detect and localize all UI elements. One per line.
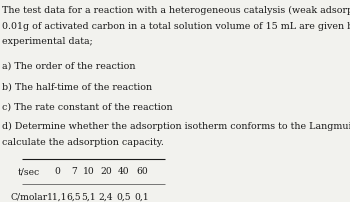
Text: 10: 10 (83, 167, 95, 177)
Text: 0.01g of activated carbon in a total solution volume of 15 mL are given below. U: 0.01g of activated carbon in a total sol… (2, 22, 350, 31)
Text: 60: 60 (136, 167, 148, 177)
Text: a) The order of the reaction: a) The order of the reaction (2, 62, 135, 71)
Text: calculate the adsorption capacity.: calculate the adsorption capacity. (2, 138, 163, 147)
Text: 6,5: 6,5 (67, 193, 81, 202)
Text: 0,1: 0,1 (135, 193, 149, 202)
Text: 0,5: 0,5 (117, 193, 131, 202)
Text: 20: 20 (100, 167, 112, 177)
Text: 40: 40 (118, 167, 130, 177)
Text: experimental data;: experimental data; (2, 38, 92, 46)
Text: b) The half-time of the reaction: b) The half-time of the reaction (2, 82, 152, 91)
Text: 11,1: 11,1 (47, 193, 68, 202)
Text: 0: 0 (55, 167, 60, 177)
Text: The test data for a reaction with a heterogeneous catalysis (weak adsorption cha: The test data for a reaction with a hete… (2, 6, 350, 15)
Text: t/sec: t/sec (18, 167, 40, 177)
Text: 2,4: 2,4 (99, 193, 113, 202)
Text: d) Determine whether the adsorption isotherm conforms to the Langmuir isotherm. : d) Determine whether the adsorption isot… (2, 122, 350, 131)
Text: 7: 7 (71, 167, 77, 177)
Text: c) The rate constant of the reaction: c) The rate constant of the reaction (2, 102, 172, 111)
Text: C/molar: C/molar (10, 193, 48, 202)
Text: 5,1: 5,1 (82, 193, 96, 202)
